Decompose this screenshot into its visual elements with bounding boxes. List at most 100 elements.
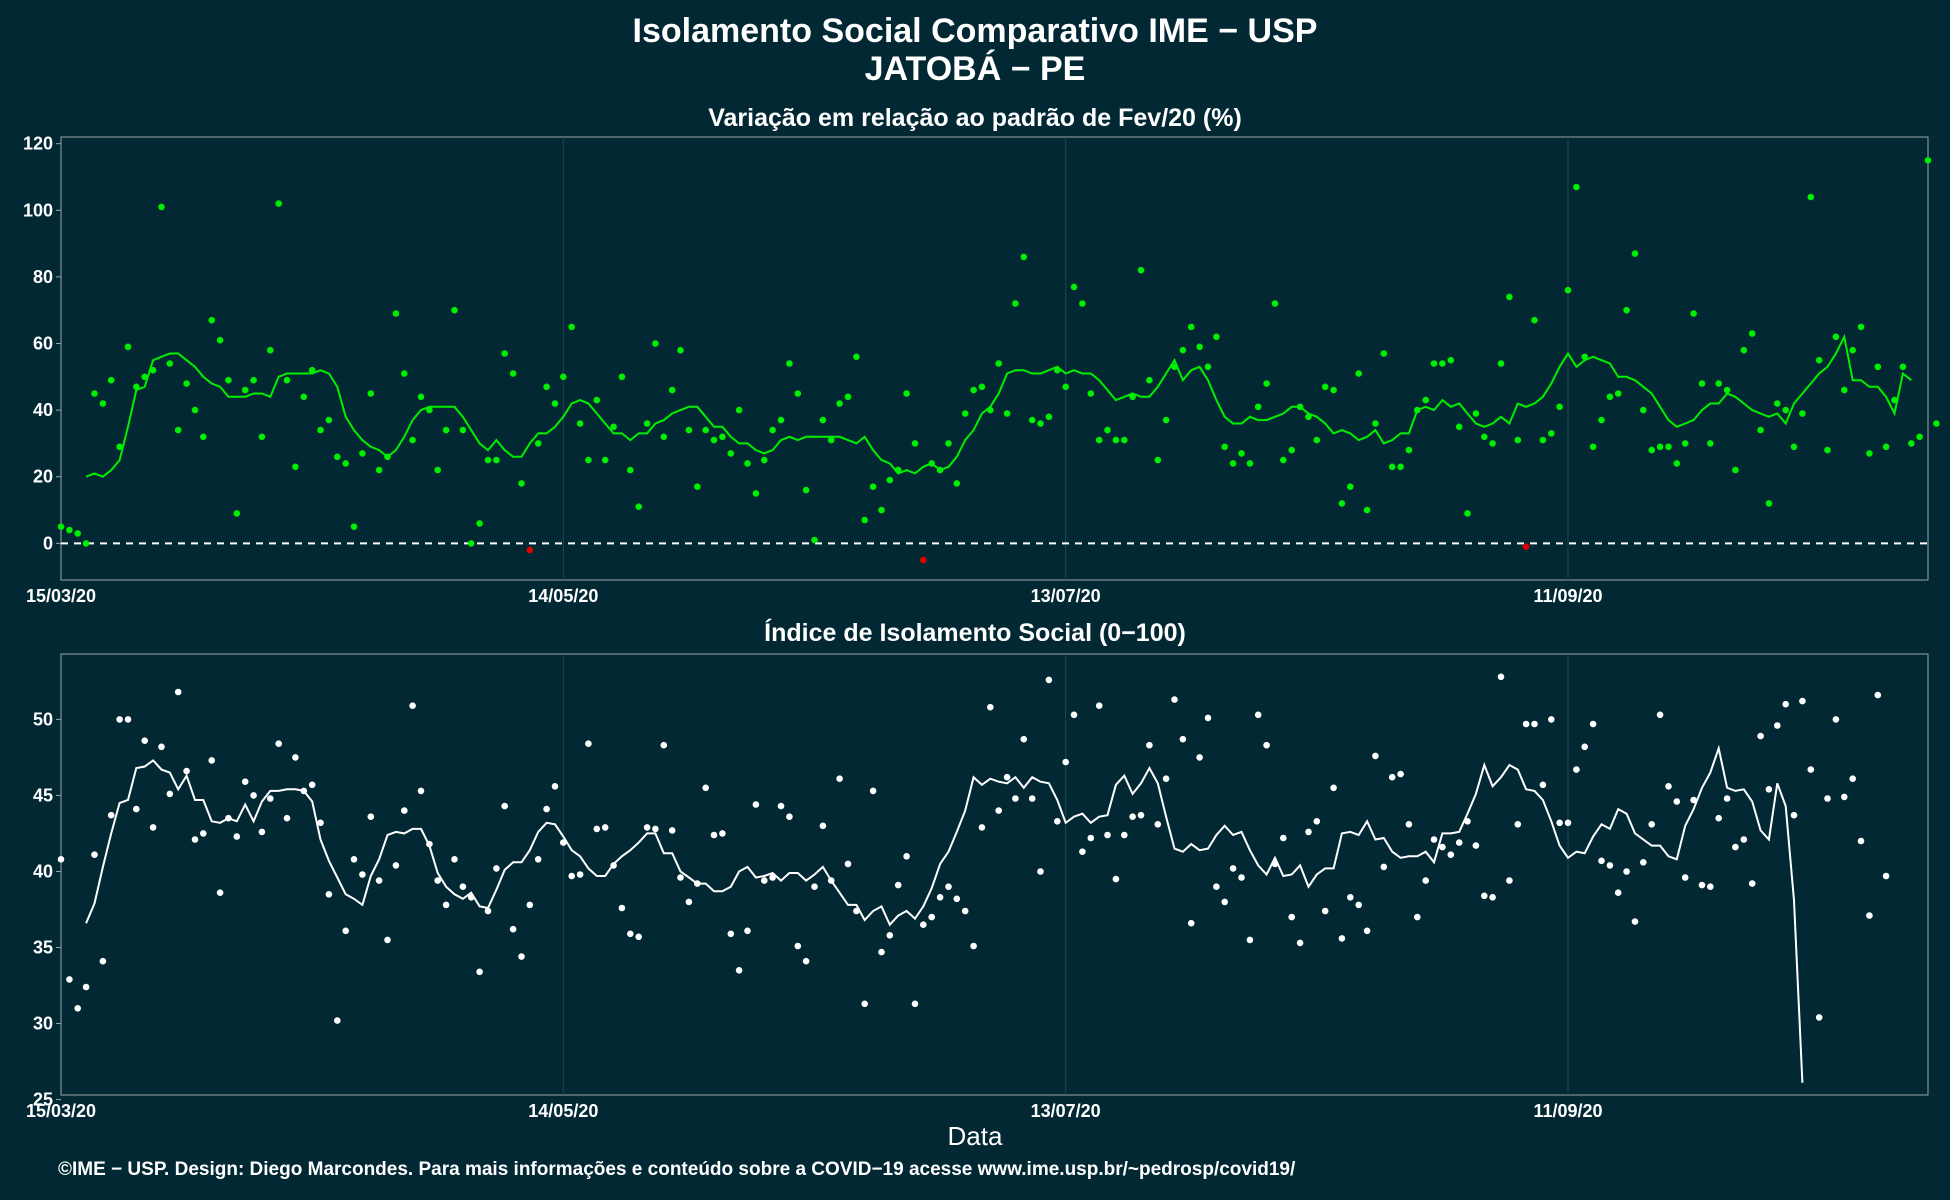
footer-caption: ©IME − USP. Design: Diego Marcondes. Par… [58, 1159, 1296, 1180]
variation-data-point [1439, 360, 1446, 367]
index-data-point [1154, 821, 1162, 828]
variation-data-point [1347, 483, 1354, 491]
variation-data-point [409, 436, 416, 444]
index-data-point [233, 833, 241, 840]
index-x-tick-label: 13/07/20 [1031, 1101, 1101, 1121]
variation-data-point [1531, 316, 1538, 324]
index-data-point [267, 795, 274, 802]
index-data-point [970, 942, 977, 950]
variation-data-point [878, 506, 885, 514]
index-data-point [1665, 783, 1672, 790]
variation-y-tick-label: 80 [33, 267, 53, 287]
index-data-point [1070, 711, 1078, 719]
variation-data-point [1422, 396, 1429, 404]
variation-data-point [1288, 446, 1295, 454]
index-data-point [903, 853, 910, 860]
index-data-point [1740, 836, 1748, 843]
index-data-point [1631, 918, 1639, 925]
variation-data-point [1397, 463, 1404, 471]
variation-data-point [769, 426, 776, 434]
index-data-point [526, 901, 534, 909]
index-data-point [1146, 741, 1153, 749]
index-data-point [1681, 874, 1689, 881]
index-data-point [1079, 848, 1086, 855]
variation-data-point [1037, 420, 1044, 427]
variation-data-point [1631, 250, 1639, 257]
index-data-point [1372, 752, 1379, 760]
variation-data-point [886, 476, 894, 484]
variation-data-point [844, 393, 852, 401]
index-data-point [1799, 697, 1806, 705]
index-data-point [91, 851, 98, 858]
index-data-point [1095, 702, 1103, 709]
variation-data-point [501, 350, 509, 357]
index-data-point [1807, 766, 1815, 773]
variation-data-point [133, 383, 140, 391]
variation-data-point [1238, 450, 1245, 457]
variation-data-point [786, 360, 793, 367]
index-data-point [216, 889, 224, 896]
index-data-point [107, 811, 115, 819]
variation-data-point [1765, 500, 1773, 507]
index-data-point [1882, 872, 1890, 880]
index-data-point [1187, 919, 1195, 927]
index-data-point [551, 783, 559, 790]
index-data-point [1045, 676, 1053, 684]
variation-data-point [1648, 446, 1655, 454]
index-data-point [1397, 770, 1404, 778]
variation-data-point [568, 323, 575, 331]
variation-data-point [1321, 383, 1329, 391]
variation-data-point [576, 420, 584, 427]
index-data-point [844, 860, 852, 868]
variation-data-point [1213, 333, 1220, 341]
index-data-point [367, 813, 375, 820]
variation-data-point [518, 480, 525, 487]
variation-data-point [802, 486, 810, 494]
variation-data-point [677, 346, 684, 354]
variation-data-point [593, 396, 601, 404]
index-data-point [744, 927, 751, 935]
variation-data-point [543, 383, 550, 391]
index-data-point [1330, 784, 1337, 792]
index-data-point [1732, 843, 1739, 851]
index-data-point [911, 1000, 919, 1008]
index-data-point [1815, 1014, 1823, 1021]
index-data-point [627, 930, 634, 938]
index-data-point [250, 792, 257, 799]
index-data-point [166, 790, 174, 798]
index-data-point [794, 942, 802, 950]
index-data-point [1003, 773, 1011, 781]
index-data-point [1338, 935, 1346, 942]
index-data-point [1648, 821, 1655, 828]
variation-data-point [183, 380, 190, 387]
variation-data-point [174, 426, 182, 434]
variation-y-tick-label: 40 [33, 400, 53, 420]
variation-data-point [258, 433, 266, 441]
index-data-point [1204, 714, 1212, 722]
index-data-point [392, 862, 400, 869]
index-data-point [1707, 883, 1714, 890]
variation-x-tick-label: 13/07/20 [1031, 586, 1101, 606]
variation-data-point [761, 456, 768, 464]
index-data-point [1087, 834, 1095, 842]
variation-data-point [1799, 410, 1806, 417]
index-data-point [1556, 819, 1563, 827]
index-data-point [660, 741, 668, 749]
variation-data-point [1146, 376, 1153, 384]
variation-data-point [1246, 460, 1254, 467]
index-data-point [1698, 881, 1706, 889]
variation-data-point [1757, 426, 1764, 434]
index-data-point [1246, 936, 1254, 944]
index-data-point [1748, 880, 1756, 887]
index-data-point [1012, 795, 1019, 802]
variation-data-point [325, 416, 333, 424]
variation-data-point [493, 456, 500, 464]
index-data-point [334, 1017, 341, 1024]
index-data-point [1037, 868, 1044, 875]
variation-data-point [1807, 193, 1815, 201]
index-data-point [1506, 877, 1513, 884]
variation-data-point [920, 556, 927, 564]
variation-data-point [1305, 413, 1312, 421]
variation-data-point [467, 540, 475, 547]
